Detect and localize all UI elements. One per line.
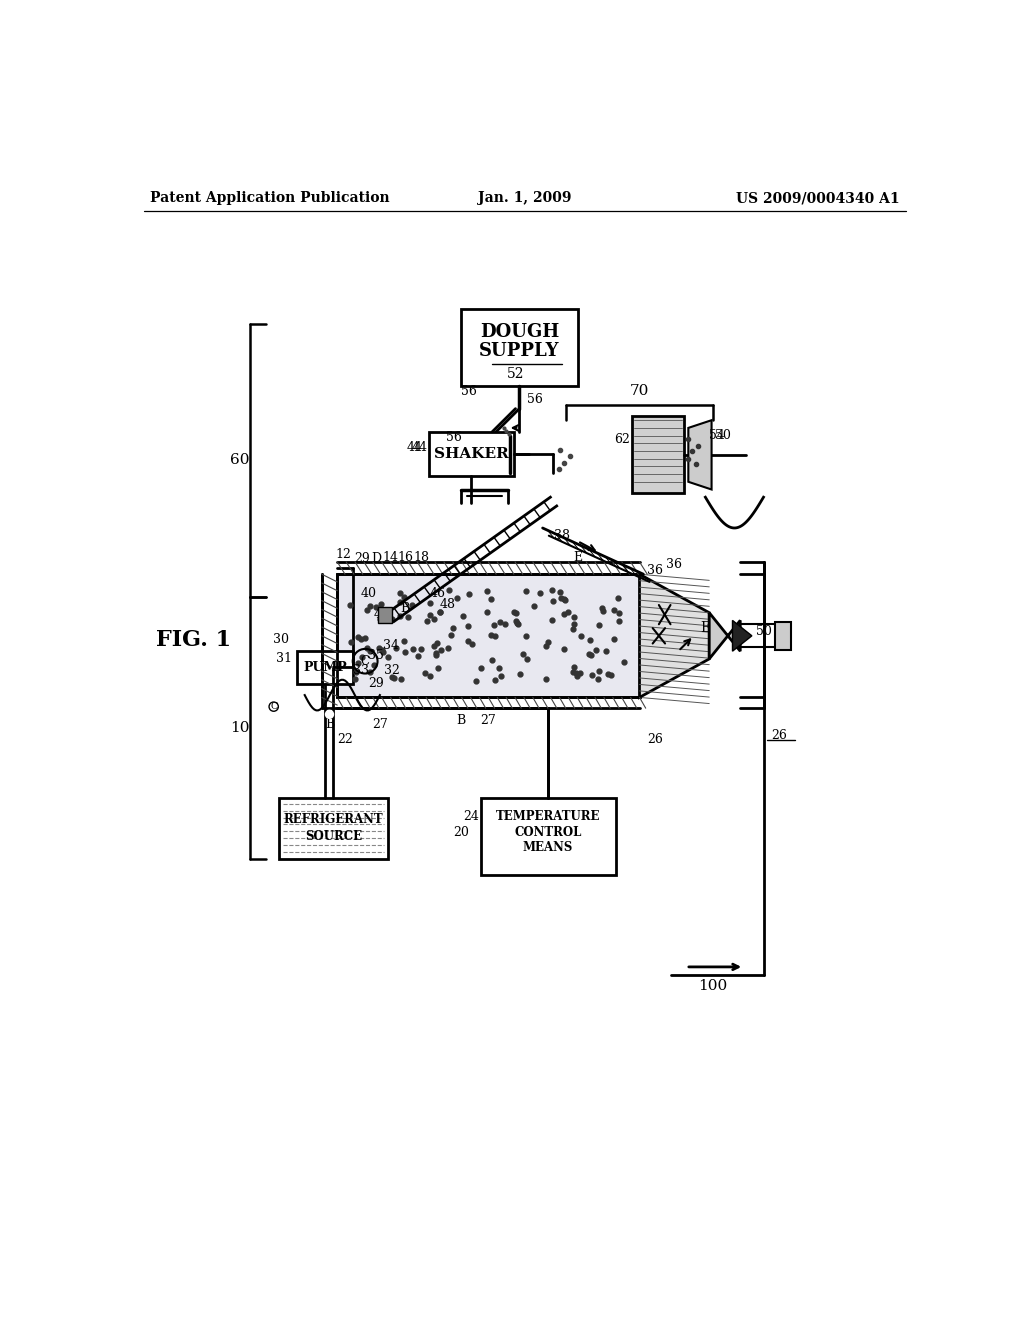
Polygon shape bbox=[640, 574, 710, 697]
Text: 36: 36 bbox=[667, 558, 682, 572]
Text: 62: 62 bbox=[614, 433, 631, 446]
Text: B: B bbox=[325, 718, 334, 731]
Text: 60: 60 bbox=[229, 453, 250, 467]
Text: 27: 27 bbox=[480, 714, 497, 727]
Text: US 2009/0004340 A1: US 2009/0004340 A1 bbox=[736, 191, 900, 206]
Text: 46: 46 bbox=[430, 587, 446, 601]
Text: 56: 56 bbox=[445, 432, 462, 445]
Text: REFRIGERANT: REFRIGERANT bbox=[284, 813, 383, 825]
Text: 16: 16 bbox=[397, 550, 414, 564]
Text: FIG. 1: FIG. 1 bbox=[157, 628, 231, 651]
Polygon shape bbox=[337, 574, 640, 697]
Text: 70: 70 bbox=[630, 384, 649, 397]
Text: 56: 56 bbox=[461, 385, 477, 399]
Bar bbox=[280, 797, 388, 859]
Text: 10: 10 bbox=[229, 721, 250, 735]
Text: 38: 38 bbox=[554, 529, 570, 543]
Text: 48: 48 bbox=[440, 598, 456, 611]
Bar bbox=[480, 797, 616, 875]
Text: 56: 56 bbox=[527, 393, 543, 407]
Text: E: E bbox=[700, 622, 711, 635]
Text: C: C bbox=[270, 702, 278, 711]
Text: 100: 100 bbox=[698, 979, 728, 993]
Text: 34: 34 bbox=[384, 639, 399, 652]
Text: CONTROL: CONTROL bbox=[514, 825, 582, 838]
Bar bbox=[632, 416, 684, 494]
Text: B: B bbox=[457, 714, 466, 727]
Text: 22: 22 bbox=[337, 733, 353, 746]
Text: 30: 30 bbox=[273, 634, 290, 647]
Text: 33: 33 bbox=[352, 664, 369, 677]
Text: 12: 12 bbox=[336, 548, 351, 561]
Bar bbox=[429, 432, 514, 477]
Text: 44: 44 bbox=[412, 441, 427, 454]
Text: 50: 50 bbox=[756, 626, 771, 639]
Text: 50: 50 bbox=[715, 429, 731, 442]
Text: 31: 31 bbox=[276, 652, 292, 665]
Text: E: E bbox=[573, 550, 582, 564]
Text: 54: 54 bbox=[709, 429, 725, 442]
Text: TEMPERATURE: TEMPERATURE bbox=[496, 810, 600, 824]
Polygon shape bbox=[732, 620, 752, 651]
Text: DOUGH: DOUGH bbox=[480, 322, 559, 341]
Bar bbox=[461, 309, 578, 385]
Text: 20: 20 bbox=[454, 825, 469, 838]
Text: 36: 36 bbox=[647, 564, 663, 577]
Text: 27: 27 bbox=[372, 718, 388, 731]
Text: SHAKER: SHAKER bbox=[434, 447, 509, 461]
Text: 26: 26 bbox=[771, 730, 786, 742]
Bar bbox=[775, 622, 791, 649]
Text: 40: 40 bbox=[360, 587, 376, 601]
Text: 29: 29 bbox=[368, 677, 384, 690]
Text: 42: 42 bbox=[374, 607, 389, 620]
Bar bbox=[297, 651, 352, 684]
Text: C: C bbox=[360, 655, 370, 668]
Text: MEANS: MEANS bbox=[523, 841, 573, 854]
Text: SUPPLY: SUPPLY bbox=[479, 342, 560, 360]
Text: B: B bbox=[400, 602, 410, 615]
Text: SOURCE: SOURCE bbox=[305, 829, 361, 842]
Text: 32: 32 bbox=[384, 664, 399, 677]
Text: 18: 18 bbox=[413, 550, 429, 564]
Text: Patent Application Publication: Patent Application Publication bbox=[150, 191, 389, 206]
Text: D: D bbox=[371, 552, 381, 565]
Polygon shape bbox=[710, 612, 740, 659]
Text: PUMP: PUMP bbox=[303, 661, 347, 675]
Text: 26: 26 bbox=[647, 733, 663, 746]
Text: 24: 24 bbox=[464, 810, 479, 824]
Circle shape bbox=[326, 710, 334, 718]
Polygon shape bbox=[378, 607, 392, 623]
Text: 35: 35 bbox=[368, 648, 384, 661]
Text: 14: 14 bbox=[382, 550, 398, 564]
Text: Jan. 1, 2009: Jan. 1, 2009 bbox=[478, 191, 571, 206]
Text: 52: 52 bbox=[507, 367, 524, 381]
Text: 44: 44 bbox=[407, 441, 423, 454]
Polygon shape bbox=[688, 420, 712, 490]
Text: 29: 29 bbox=[354, 552, 370, 565]
